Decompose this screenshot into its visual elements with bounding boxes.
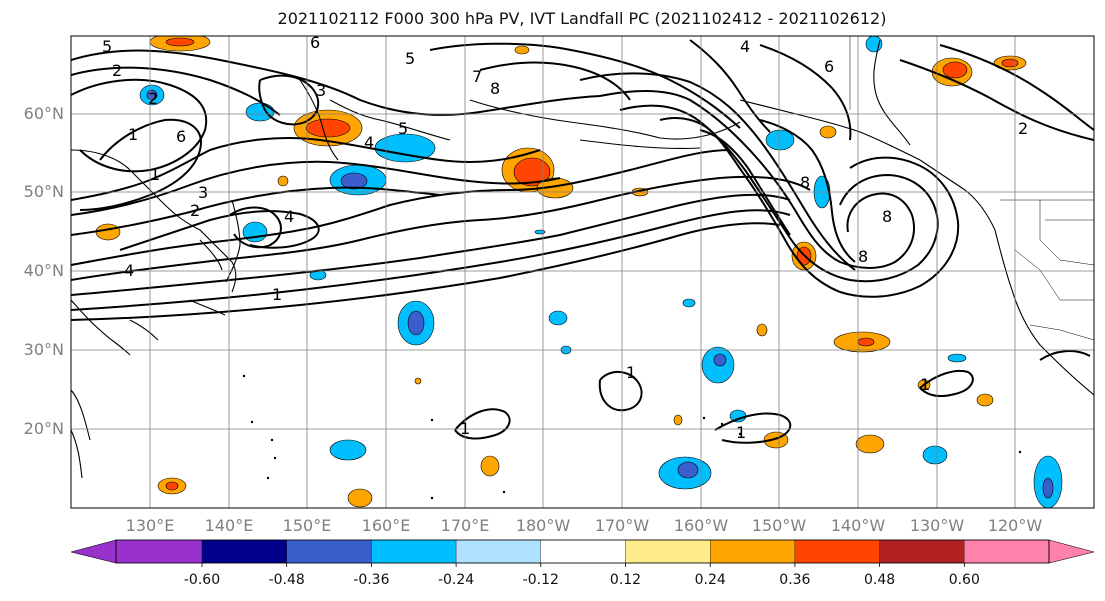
- colorbar-segment: [964, 539, 1050, 564]
- lat-label-30n: 30°N: [23, 340, 64, 359]
- contour-label: 2: [112, 61, 122, 80]
- shaded-anomaly-patches: [95, 36, 1063, 508]
- lon-label-180w: 180°W: [515, 516, 571, 535]
- lon-label-160e: 160°E: [361, 516, 411, 535]
- contour-label: 6: [824, 57, 834, 76]
- contour-label: 1: [128, 125, 138, 144]
- colorbar-segment: [371, 539, 457, 564]
- contour-label: 8: [800, 173, 810, 192]
- colorbar-segment: [201, 539, 287, 564]
- colorbar-tick: -0.36: [353, 572, 390, 588]
- lat-label-50n: 50°N: [23, 182, 64, 201]
- colorbar-extend-low: [70, 539, 117, 564]
- colorbar-tick: 0.60: [948, 572, 980, 588]
- lat-label-20n: 20°N: [23, 419, 64, 438]
- colorbar-extend-high: [1048, 539, 1095, 564]
- contour-label: 4: [740, 37, 750, 56]
- colorbar-segment: [879, 539, 965, 564]
- graticule: [71, 36, 1094, 508]
- colorbar-tick: 0.36: [779, 572, 811, 588]
- pacific-islands: [242, 374, 1022, 500]
- colorbar-tick: -0.12: [522, 572, 559, 588]
- colorbar-tick: -0.48: [268, 572, 305, 588]
- pv-contours: [71, 39, 1094, 444]
- colorbar-segment: [625, 539, 711, 564]
- map-background: [71, 36, 1094, 508]
- lon-label-170w: 170°W: [594, 516, 650, 535]
- contour-label: 8: [882, 207, 892, 226]
- colorbar-tick: 0.48: [864, 572, 896, 588]
- contour-label: 7: [472, 67, 482, 86]
- contour-label: 3: [198, 183, 208, 202]
- contour-label: 6: [310, 33, 320, 52]
- colorbar-tick: -0.24: [437, 572, 475, 588]
- colorbar-segment: [115, 539, 203, 564]
- lon-label-130w: 130°W: [909, 516, 965, 535]
- lon-label-120w: 120°W: [987, 516, 1043, 535]
- colorbar-tick: 0.24: [694, 572, 726, 588]
- contour-label: 2: [148, 89, 158, 108]
- contour-label: 3: [316, 81, 326, 100]
- contour-label: 1: [626, 363, 636, 382]
- contour-label: 2: [190, 201, 200, 220]
- contour-label: 5: [405, 49, 415, 68]
- contour-label: 1: [272, 285, 282, 304]
- colorbar-segment: [710, 539, 796, 564]
- colorbar-segment: [540, 539, 626, 564]
- contour-label: 5: [398, 119, 408, 138]
- contour-label: 4: [124, 261, 134, 280]
- contour-label: 1: [920, 375, 930, 394]
- contour-labels: 5 6 2 3 5 7 8 1 6 2 4 5 1 4 3 2 4 1 1 1 …: [102, 33, 1028, 442]
- contour-label: 1: [736, 423, 746, 442]
- political-borders: [849, 36, 1094, 341]
- contour-label: 5: [102, 37, 112, 56]
- contour-label: 2: [1018, 119, 1028, 138]
- colorbar-segment: [794, 539, 880, 564]
- colorbar-segment: [455, 539, 541, 564]
- lon-label-150e: 150°E: [282, 516, 332, 535]
- contour-label: 6: [176, 127, 186, 146]
- lat-label-60n: 60°N: [23, 104, 64, 123]
- contour-label: 4: [364, 133, 374, 152]
- lon-label-150w: 150°W: [751, 516, 807, 535]
- contour-label: 8: [490, 79, 500, 98]
- lon-label-160w: 160°W: [673, 516, 729, 535]
- contour-label: 1: [150, 165, 160, 184]
- colorbar-frame: [115, 539, 1050, 564]
- colorbar: [70, 539, 1095, 567]
- colorbar-tick: 0.12: [609, 572, 642, 588]
- colorbar-tick: -0.60: [183, 572, 221, 588]
- lon-label-170e: 170°E: [440, 516, 490, 535]
- map-frame: [70, 35, 1095, 509]
- contour-label: 4: [284, 207, 294, 226]
- lon-label-140e: 140°E: [204, 516, 254, 535]
- contour-label: 8: [858, 247, 868, 266]
- lon-label-140w: 140°W: [830, 516, 886, 535]
- map-title: 2021102112 F000 300 hPa PV, IVT Landfall…: [277, 9, 887, 28]
- colorbar-segment: [286, 539, 372, 564]
- lat-label-40n: 40°N: [23, 261, 64, 280]
- lon-label-130e: 130°E: [125, 516, 175, 535]
- contour-label: 1: [460, 419, 470, 438]
